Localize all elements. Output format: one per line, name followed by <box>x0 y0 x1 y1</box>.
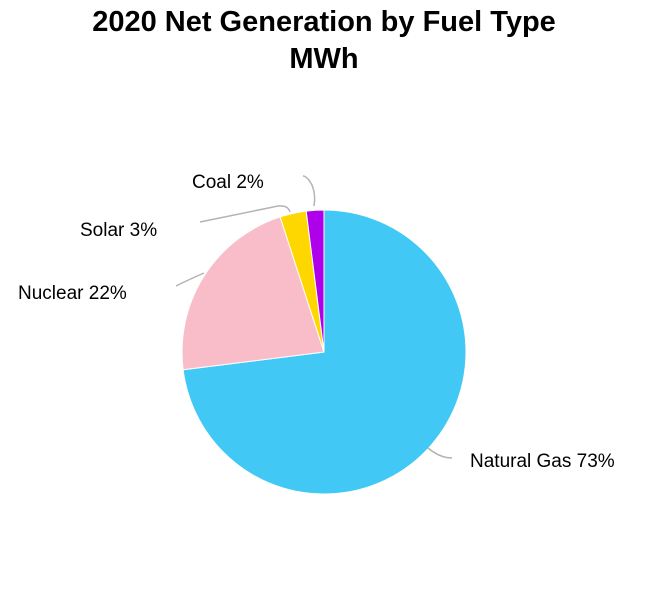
leader-line-nuclear <box>175 272 205 287</box>
slice-labels: Natural Gas 73% Nuclear 22% Solar 3% Coal 2… <box>18 172 615 472</box>
chart-title: 2020 Net Generation by Fuel Type <box>92 6 556 38</box>
slice-label-solar: Solar 3% <box>80 220 157 241</box>
slice-label-nuclear: Nuclear 22% <box>18 283 127 304</box>
pie-slice-coal <box>305 209 325 353</box>
slice-label-coal: Coal 2% <box>192 172 264 193</box>
slice-label-natural-gas: Natural Gas 73% <box>470 451 615 472</box>
pie-slice-nuclear <box>181 216 325 371</box>
pie-slices <box>181 209 467 495</box>
pie-slice-natural-gas <box>182 209 467 495</box>
label-leader-lines <box>175 175 453 459</box>
leader-line-natural-gas <box>427 447 453 459</box>
chart-subtitle: MWh <box>289 43 358 75</box>
leader-line-solar <box>199 205 291 223</box>
leader-line-coal <box>302 175 316 207</box>
